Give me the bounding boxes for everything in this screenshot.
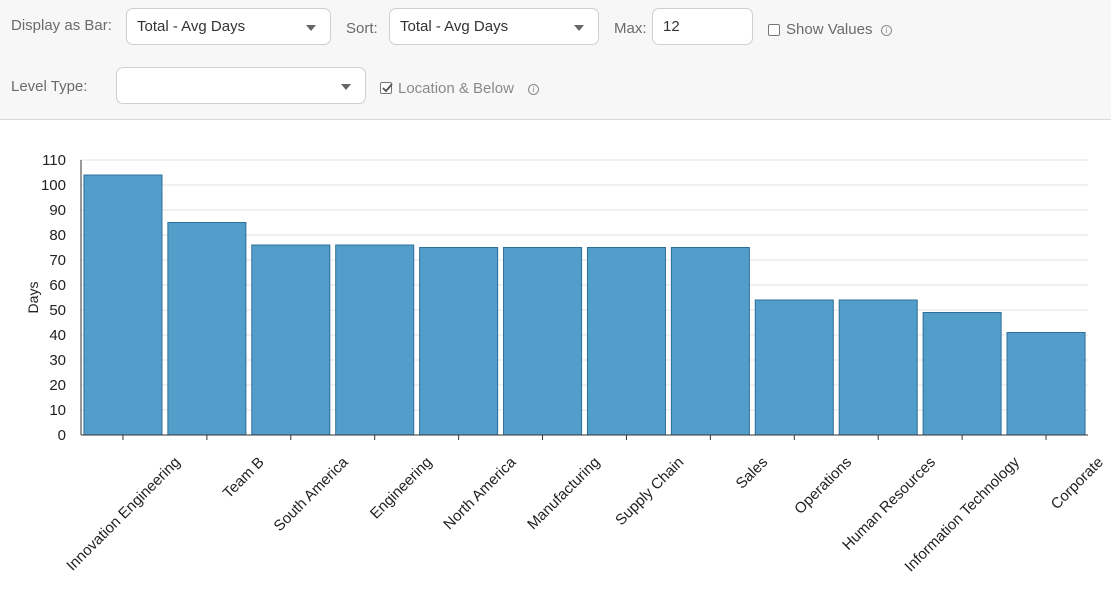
y-tick-label: 10: [49, 402, 66, 419]
sort-value: Total - Avg Days: [400, 18, 509, 35]
y-axis-label: Days: [25, 282, 41, 314]
x-axis: Innovation Engineering Team B South Americ…: [63, 434, 1107, 575]
chart-options-toolbar: Display as Bar: Total - Avg Days Sort: T…: [0, 0, 1111, 120]
chart-bars: [83, 174, 1086, 436]
x-tick-label: Engineering: [367, 454, 436, 523]
bar[interactable]: [83, 174, 163, 436]
y-tick-label: 40: [49, 327, 66, 344]
bar[interactable]: [670, 247, 750, 436]
y-tick-label: 110: [42, 152, 66, 169]
y-tick-label: 30: [49, 352, 66, 369]
info-icon[interactable]: i: [881, 25, 892, 36]
bar[interactable]: [335, 244, 415, 436]
display-as-bar-value: Total - Avg Days: [137, 18, 246, 35]
show-values-label: Show Values: [786, 21, 873, 38]
location-below-label: Location & Below: [398, 80, 514, 97]
x-tick-label: Operations: [791, 454, 855, 518]
y-tick-label: 90: [49, 202, 66, 219]
x-tick-label: Team B: [220, 454, 268, 502]
bar[interactable]: [586, 247, 666, 436]
y-tick-label: 50: [49, 302, 66, 319]
y-tick-label: 100: [41, 177, 66, 194]
bar[interactable]: [922, 312, 1002, 436]
x-tick-label: Sales: [733, 454, 772, 493]
x-tick-label: Human Resources: [839, 454, 939, 554]
x-tick-label: Manufacturing: [524, 454, 603, 533]
chevron-down-icon: [574, 25, 584, 31]
x-tick-label: Corporate: [1048, 454, 1107, 513]
chart-grid: [81, 159, 1088, 436]
y-tick-label: 60: [49, 277, 66, 294]
chevron-down-icon: [306, 25, 316, 31]
x-tick-label: North America: [440, 453, 520, 533]
x-tick-label: Innovation Engineering: [63, 454, 184, 575]
show-values-checkbox[interactable]: [768, 24, 780, 36]
y-tick-label: 80: [49, 227, 66, 244]
bar[interactable]: [1006, 332, 1086, 436]
y-tick-label: 0: [58, 427, 66, 444]
display-as-bar-label: Display as Bar:: [11, 17, 112, 34]
bar[interactable]: [838, 299, 918, 436]
location-below-checkbox[interactable]: [380, 82, 393, 94]
bar[interactable]: [754, 299, 834, 436]
x-tick-label: South America: [271, 453, 352, 534]
bar-chart: 0 10 20 30 40 50 60 70 80 90 100 110 Innovation Eng…: [25, 152, 1107, 575]
sort-label: Sort:: [346, 20, 378, 37]
max-input[interactable]: [652, 8, 753, 45]
y-tick-label: 20: [49, 377, 66, 394]
sort-select[interactable]: Total - Avg Days: [389, 8, 599, 45]
y-axis: 0 10 20 30 40 50 60 70 80 90 100 110: [41, 152, 82, 444]
level-type-select[interactable]: [116, 67, 366, 104]
chevron-down-icon: [341, 84, 351, 90]
bar[interactable]: [167, 222, 247, 436]
display-as-bar-select[interactable]: Total - Avg Days: [126, 8, 331, 45]
max-label: Max:: [614, 20, 647, 37]
bar[interactable]: [251, 244, 331, 436]
bar[interactable]: [419, 247, 499, 436]
checkmark-icon: [382, 83, 393, 93]
bar[interactable]: [503, 247, 583, 436]
level-type-label: Level Type:: [11, 78, 88, 95]
info-icon[interactable]: i: [528, 84, 539, 95]
y-tick-label: 70: [49, 252, 66, 269]
x-tick-label: Supply Chain: [612, 454, 687, 529]
